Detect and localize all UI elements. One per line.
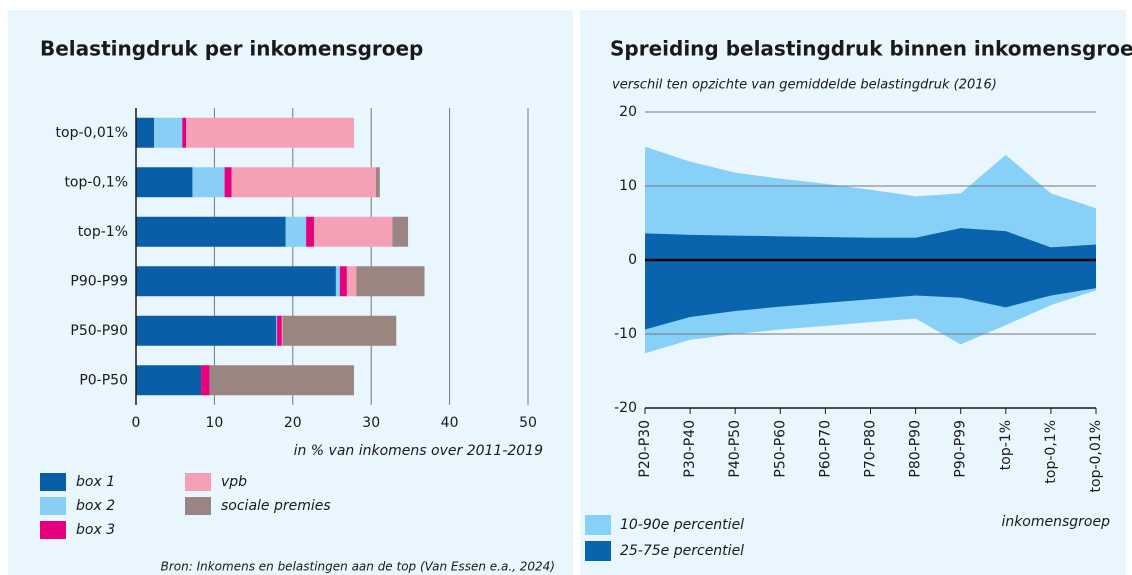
y-tick-label: top-0,01%: [56, 125, 128, 141]
x-tick-label: 40: [441, 415, 459, 431]
x-axis-label: in % van inkomens over 2011-2019: [294, 443, 544, 459]
x-tick-label: 0: [132, 415, 141, 431]
bar-segment: [201, 365, 210, 396]
legend-swatch: [585, 515, 611, 535]
subtitle: verschil ten opzichte van gemiddelde bel…: [612, 78, 997, 93]
x-tick-label: top-0,01%: [1088, 420, 1104, 492]
x-tick-label: 50: [519, 415, 537, 431]
x-tick-label: 20: [284, 415, 302, 431]
y-tick-label: P90-P99: [70, 273, 128, 289]
x-tick-label: P70-P80: [863, 420, 879, 478]
legend-swatch: [585, 541, 611, 561]
bar-segment: [356, 266, 425, 297]
x-axis-label: inkomensgroep: [1001, 514, 1110, 530]
bar-segment: [276, 315, 278, 346]
x-tick-label: 10: [205, 415, 223, 431]
bar-segment: [136, 315, 277, 346]
y-tick-label: 10: [619, 178, 637, 194]
x-tick-label: P20-P30: [637, 420, 653, 478]
bar-segment: [186, 117, 354, 148]
legend-swatch: [185, 473, 211, 491]
bar-segment: [346, 266, 357, 297]
bar-segment: [136, 167, 193, 198]
x-tick-label: top-1%: [998, 420, 1014, 470]
bar-segment: [231, 167, 376, 198]
bar-segment: [136, 365, 202, 396]
bar-segment: [339, 266, 347, 297]
legend-swatch: [40, 497, 66, 515]
x-tick-label: P30-P40: [682, 420, 698, 478]
y-tick-label: -20: [614, 400, 637, 416]
bar-segment: [306, 216, 314, 247]
chart-title: Belastingdruk per inkomensgroep: [40, 37, 423, 61]
y-tick-label: P50-P90: [70, 323, 128, 339]
legend-label: 10-90e percentiel: [620, 517, 744, 533]
bar-segment: [375, 167, 380, 198]
band-area: [645, 228, 1096, 330]
bar-segment: [392, 216, 409, 247]
x-tick-label: P90-P99: [953, 420, 969, 478]
x-tick-label: 30: [362, 415, 380, 431]
bar-segment: [281, 315, 283, 346]
source: Bron: Inkomens en belastingen aan de top…: [161, 560, 555, 574]
bar-segment: [277, 315, 282, 346]
bar-segment: [282, 315, 397, 346]
legend-label: box 2: [76, 498, 115, 514]
legend-swatch: [185, 497, 211, 515]
legend-label: box 3: [76, 522, 115, 538]
bar-segment: [335, 266, 340, 297]
legend-label: 25-75e percentiel: [620, 543, 744, 559]
x-tick-label: P60-P70: [817, 420, 833, 478]
x-tick-label: P80-P90: [908, 420, 924, 478]
y-tick-label: top-0,1%: [64, 174, 128, 190]
bar-segment: [136, 117, 155, 148]
legend-label: sociale premies: [221, 498, 331, 514]
legend-label: vpb: [221, 474, 247, 490]
bar-segment: [136, 266, 336, 297]
bar-segment: [136, 216, 286, 247]
chart-title: Spreiding belastingdruk binnen inkomensg…: [610, 37, 1132, 61]
y-tick-label: 0: [628, 252, 637, 268]
x-tick-label: top-0,1%: [1043, 420, 1059, 484]
x-tick-label: P50-P60: [772, 420, 788, 478]
legend-swatch: [40, 473, 66, 491]
bar-segment: [192, 167, 225, 198]
legend-label: box 1: [76, 474, 115, 490]
y-tick-label: P0-P50: [79, 372, 128, 388]
y-tick-label: 20: [619, 104, 637, 120]
y-tick-label: -10: [614, 326, 637, 342]
bar-segment: [182, 117, 187, 148]
bar-segment: [224, 167, 232, 198]
bar-segment: [285, 216, 307, 247]
y-tick-label: top-1%: [78, 224, 128, 240]
legend-swatch: [40, 521, 66, 539]
bar-segment: [313, 216, 393, 247]
bar-segment: [154, 117, 183, 148]
bar-segment: [209, 365, 354, 396]
x-tick-label: P40-P50: [727, 420, 743, 478]
